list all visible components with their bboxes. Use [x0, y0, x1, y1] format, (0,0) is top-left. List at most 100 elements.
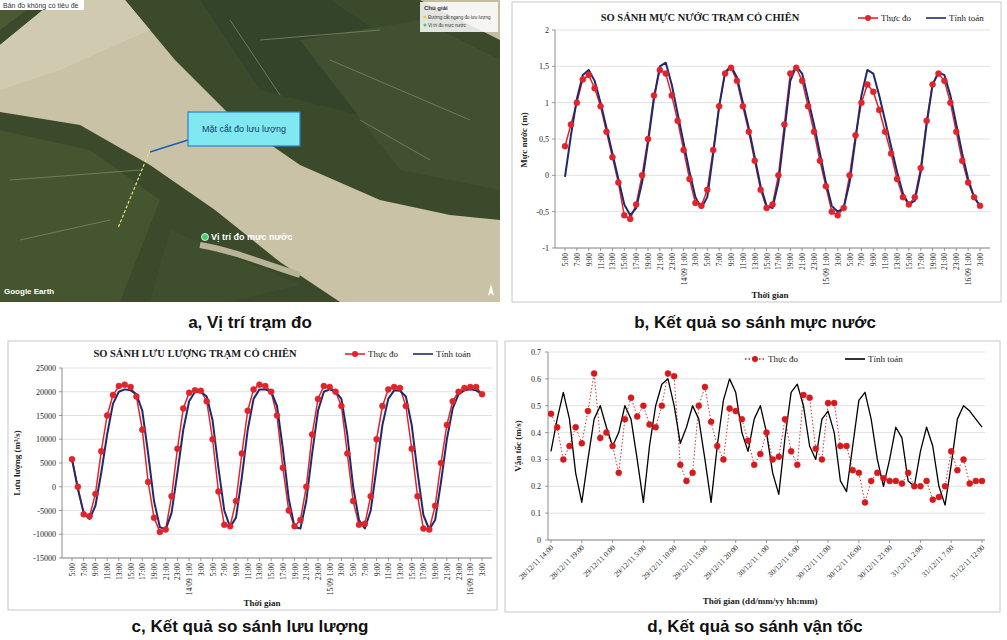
series-marker: [333, 389, 339, 395]
series-marker: [696, 403, 702, 409]
x-tick-label: 21:00: [798, 253, 807, 270]
x-tick-label: 30/12/11 21:00: [856, 543, 895, 582]
series-marker: [831, 400, 837, 406]
series-marker: [825, 400, 831, 406]
x-tick-label: 13:00: [893, 253, 902, 270]
series-line: [551, 379, 982, 505]
series-marker: [169, 493, 175, 499]
x-tick: [95, 558, 96, 561]
series-marker: [941, 78, 947, 84]
series-marker: [592, 85, 598, 91]
x-tick: [624, 248, 625, 251]
x-axis-label: Thời gian (dd/mm/yy hh:mm): [703, 596, 818, 606]
map-river: [0, 0, 500, 302]
x-tick: [980, 248, 981, 251]
grid-line: [62, 486, 492, 487]
x-tick: [908, 248, 909, 251]
series-marker: [847, 172, 853, 178]
series-marker: [924, 478, 930, 484]
x-tick-label: 16/09 1:00: [964, 253, 973, 286]
legend-label: Thực đo: [768, 354, 799, 364]
series-marker: [622, 416, 628, 422]
x-tick-label: 21:00: [443, 563, 452, 580]
legend-marker: [865, 15, 871, 21]
map-legend-item: Vị trí đo mực nước: [428, 23, 466, 28]
series-marker: [900, 194, 906, 200]
x-tick-label: 15:00: [763, 253, 772, 270]
map-river-branch: [420, 0, 500, 40]
series-marker: [862, 499, 868, 505]
series-marker: [965, 180, 971, 186]
x-tick-label: 17:00: [774, 253, 783, 270]
series-marker: [192, 387, 198, 393]
x-tick: [72, 558, 73, 561]
x-tick: [107, 558, 108, 561]
x-tick-label: 17:00: [138, 563, 147, 580]
x-tick: [873, 248, 874, 251]
series-marker: [92, 491, 98, 497]
grid-line: [548, 513, 985, 514]
series-marker: [303, 484, 309, 490]
series-marker: [409, 446, 415, 452]
x-tick-label: 5:00: [846, 253, 855, 267]
series-marker: [286, 508, 292, 514]
series-marker: [959, 158, 965, 164]
grid-line: [62, 391, 492, 392]
series-marker: [548, 411, 554, 417]
x-tick: [704, 540, 705, 543]
series-line: [72, 389, 482, 529]
x-tick: [364, 558, 365, 561]
grid-line: [555, 30, 990, 31]
x-tick: [411, 558, 412, 561]
x-tick: [177, 558, 178, 561]
series-marker: [221, 522, 227, 528]
grid-line: [62, 510, 492, 511]
map-river-upper: [0, 0, 150, 90]
plot-area: [69, 382, 485, 535]
x-tick: [118, 558, 119, 561]
x-tick: [142, 558, 143, 561]
series-marker: [770, 201, 776, 207]
x-tick-label: 23:00: [173, 563, 182, 580]
series-marker: [432, 503, 438, 509]
series-marker: [807, 395, 813, 401]
series-marker: [698, 203, 704, 209]
series-marker: [899, 481, 905, 487]
series-marker: [116, 383, 122, 389]
series-marker: [568, 121, 574, 127]
series-marker: [714, 443, 720, 449]
x-tick: [482, 558, 483, 561]
series-marker: [585, 408, 591, 414]
series-marker: [616, 470, 622, 476]
series-line: [565, 68, 980, 219]
series-marker: [930, 82, 936, 88]
series-marker: [722, 71, 728, 77]
series-marker: [669, 92, 675, 98]
x-tick-label: 21:00: [302, 563, 311, 580]
map-road: [360, 120, 430, 160]
chart-frame: [505, 341, 1000, 612]
grid-line: [548, 405, 985, 406]
series-marker: [977, 203, 983, 209]
x-tick-label: 21:00: [940, 253, 949, 270]
x-tick: [130, 558, 131, 561]
series-marker: [675, 118, 681, 124]
map-annotation: Vị trí đo mực nước: [211, 232, 292, 242]
series-marker: [268, 389, 274, 395]
x-tick: [885, 248, 886, 251]
series-marker: [787, 71, 793, 77]
x-tick-label: 13:00: [115, 563, 124, 580]
x-tick-label: 7:00: [573, 253, 582, 267]
x-tick-label: 7:00: [715, 253, 724, 267]
x-tick-label: 7:00: [220, 563, 229, 577]
x-tick: [790, 248, 791, 251]
series-marker: [841, 205, 847, 211]
map-callout-box: [188, 112, 300, 146]
series-marker: [961, 456, 967, 462]
x-tick-label: 15/09 1:00: [822, 253, 831, 286]
series-marker: [139, 427, 145, 433]
series-marker: [781, 121, 787, 127]
x-tick: [581, 540, 582, 543]
series-marker: [716, 103, 722, 109]
y-tick-label: 0.6: [531, 375, 541, 384]
